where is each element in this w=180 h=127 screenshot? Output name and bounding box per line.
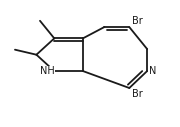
- Text: NH: NH: [40, 66, 54, 76]
- Text: Br: Br: [132, 89, 143, 99]
- Text: Br: Br: [132, 89, 143, 99]
- Text: Br: Br: [132, 16, 143, 26]
- Text: N: N: [149, 66, 156, 76]
- Text: Br: Br: [132, 16, 143, 26]
- Text: N: N: [149, 66, 156, 76]
- Text: NH: NH: [40, 66, 54, 76]
